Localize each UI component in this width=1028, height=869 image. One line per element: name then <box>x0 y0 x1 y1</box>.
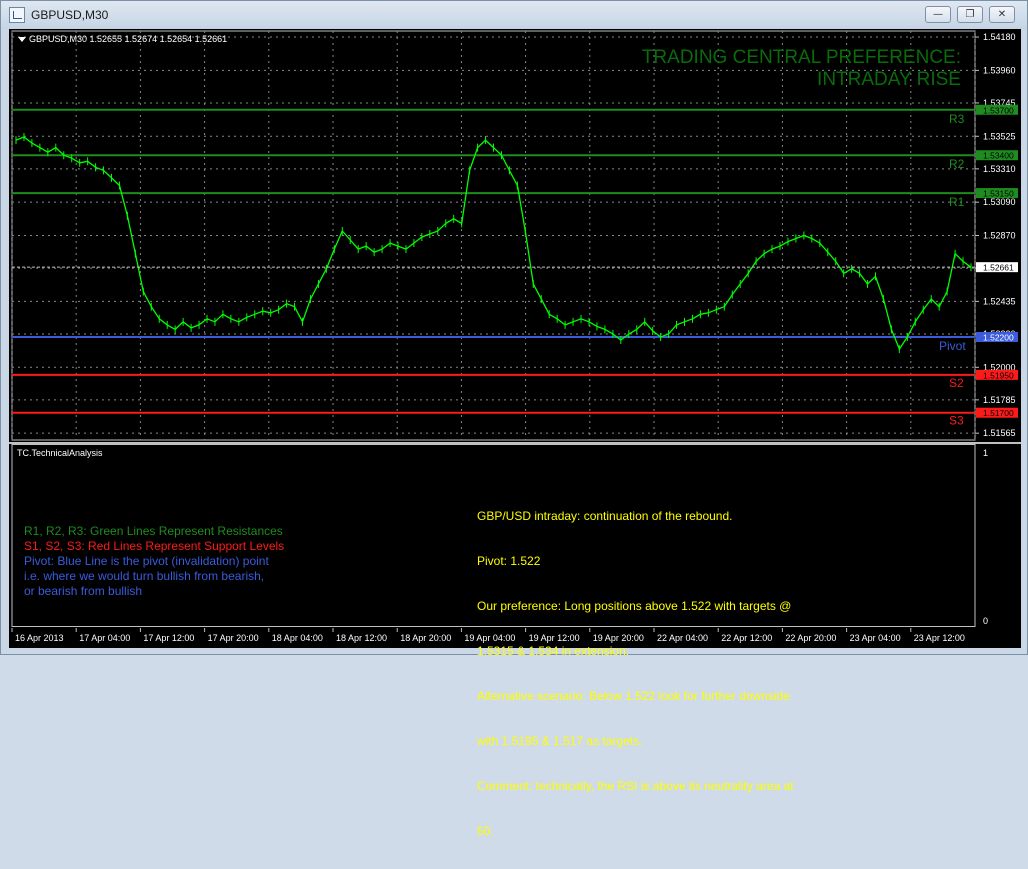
price-tag-bg <box>976 369 1018 380</box>
chart-client-area: 1.54180 1.53960 1.53745 1.53525 1.53310 1.530… <box>9 29 1021 838</box>
price-axis-label: 1.53090 <box>983 197 1016 207</box>
current-price-tag-bg <box>976 262 1018 273</box>
price-axis-label: 1.51565 <box>983 428 1016 438</box>
level-label-r2: R2 <box>949 157 965 171</box>
time-axis-label: 23 Apr 04:00 <box>850 633 901 643</box>
trading-central-preference: TRADING CENTRAL PREFERENCE: INTRADAY RIS… <box>642 47 961 91</box>
minimize-icon: — <box>933 9 943 20</box>
restore-icon: ❐ <box>965 9 975 20</box>
price-axis-label: 1.54180 <box>983 32 1016 42</box>
indicator-title: TC.TechnicalAnalysis <box>17 448 103 458</box>
legend-supports: S1, S2, S3: Red Lines Represent Support … <box>24 539 285 553</box>
pane-separator[interactable] <box>9 442 1021 444</box>
indicator-scale-top: 1 <box>983 448 988 458</box>
legend-resistances: R1, R2, R3: Green Lines Represent Resist… <box>24 524 283 538</box>
analysis-line: with 1.5195 & 1.517 as targets. <box>477 734 643 748</box>
dropdown-triangle-icon <box>18 37 26 43</box>
price-tag-bg <box>976 407 1018 418</box>
close-icon: ✕ <box>997 9 1007 20</box>
preference-line-2: INTRADAY RISE <box>817 69 961 90</box>
title-bar[interactable]: GBPUSD,M30 — ❐ ✕ <box>1 1 1027 29</box>
time-axis-label: 23 Apr 12:00 <box>914 633 965 643</box>
price-chart-svg: 1.54180 1.53960 1.53745 1.53525 1.53310 1.530… <box>11 30 1018 441</box>
level-label-pivot: Pivot <box>939 339 966 353</box>
price-tag-bg <box>976 150 1018 161</box>
price-axis-label: 1.53310 <box>983 164 1016 174</box>
time-axis-label: 19 Apr 12:00 <box>529 633 580 643</box>
time-axis-label: 18 Apr 12:00 <box>336 633 387 643</box>
price-axis-label: 1.53525 <box>983 131 1016 141</box>
legend-pivot-explain-2: or bearish from bullish <box>24 584 143 598</box>
level-price-tag: 1.51950 <box>983 370 1014 380</box>
level-price-tag: 1.53400 <box>983 151 1014 161</box>
time-axis-label: 17 Apr 04:00 <box>79 633 130 643</box>
symbol-ohlc-label: GBPUSD,M30 1.52655 1.52674 1.52654 1.526… <box>18 34 227 44</box>
legend-pivot-explain-1: i.e. where we would turn bullish from be… <box>24 569 265 583</box>
analysis-line: Our preference: Long positions above 1.5… <box>477 599 792 613</box>
level-price-tag: 1.52200 <box>983 332 1014 342</box>
level-label-r1: R1 <box>949 195 965 209</box>
indicator-pane-svg: 10 <box>11 444 988 627</box>
time-axis-svg: 16 Apr 2013 17 Apr 04:00 17 Apr 12:00 17 Ap… <box>11 628 965 643</box>
analysis-line: GBP/USD intraday: continuation of the re… <box>477 509 733 523</box>
price-axis-label: 1.52000 <box>983 362 1016 372</box>
level-label-s2: S2 <box>949 376 964 390</box>
price-tag-bg <box>976 331 1018 342</box>
analysis-line: Pivot: 1.522 <box>477 554 541 568</box>
close-button[interactable]: ✕ <box>989 6 1015 23</box>
time-axis[interactable]: 16 Apr 2013 17 Apr 04:00 17 Apr 12:00 17 Ap… <box>9 628 1021 648</box>
price-axis-label: 1.53745 <box>983 98 1016 108</box>
chart-window-icon <box>9 7 25 23</box>
level-label-r3: R3 <box>949 112 965 126</box>
level-price-tag: 1.51700 <box>983 408 1014 418</box>
current-price-tag: 1.52661 <box>983 263 1014 273</box>
restore-button[interactable]: ❐ <box>957 6 983 23</box>
analysis-line: 50. <box>477 824 494 838</box>
time-axis-label: 19 Apr 04:00 <box>464 633 515 643</box>
price-axis-label: 1.52870 <box>983 231 1016 241</box>
price-axis-label: 1.51785 <box>983 395 1016 405</box>
time-axis-label: 22 Apr 12:00 <box>721 633 772 643</box>
time-axis-label: 18 Apr 20:00 <box>400 633 451 643</box>
legend-pivot: Pivot: Blue Line is the pivot (invalidat… <box>24 554 269 568</box>
chart-window: GBPUSD,M30 — ❐ ✕ 1.54180 1.53960 1.53745 1.… <box>0 0 1028 838</box>
ohlc-text: GBPUSD,M30 1.52655 1.52674 1.52654 1.526… <box>29 34 228 44</box>
levels-legend: R1, R2, R3: Green Lines Represent Resist… <box>24 524 284 599</box>
analysis-line: Comment: technically, the RSI is above i… <box>477 779 794 793</box>
time-axis-label: 22 Apr 04:00 <box>657 633 708 643</box>
analysis-text: GBP/USD intraday: continuation of the re… <box>477 479 794 869</box>
analysis-line: Alternative scenario: Below 1.522 look f… <box>477 689 790 703</box>
level-price-tag: 1.53150 <box>983 189 1014 199</box>
time-axis-label: 17 Apr 20:00 <box>208 633 259 643</box>
window-title: GBPUSD,M30 <box>31 8 109 22</box>
minimize-button[interactable]: — <box>925 6 951 23</box>
preference-line-1: TRADING CENTRAL PREFERENCE: <box>641 47 961 68</box>
time-axis-label: 18 Apr 04:00 <box>272 633 323 643</box>
time-axis-label: 16 Apr 2013 <box>15 633 64 643</box>
price-tag-bg <box>976 188 1018 199</box>
time-axis-label: 19 Apr 20:00 <box>593 633 644 643</box>
indicator-scale-bottom: 0 <box>983 616 988 626</box>
time-axis-label: 17 Apr 12:00 <box>143 633 194 643</box>
level-price-tag: 1.53700 <box>983 105 1014 115</box>
indicator-plot-frame <box>11 444 976 627</box>
level-label-s3: S3 <box>949 414 964 428</box>
price-axis-label: 1.53960 <box>983 65 1016 75</box>
time-axis-label: 22 Apr 20:00 <box>785 633 836 643</box>
price-axis-label: 1.52435 <box>983 296 1016 306</box>
price-chart-pane[interactable]: 1.54180 1.53960 1.53745 1.53525 1.53310 1.530… <box>9 29 1021 442</box>
price-tag-bg <box>976 104 1018 115</box>
